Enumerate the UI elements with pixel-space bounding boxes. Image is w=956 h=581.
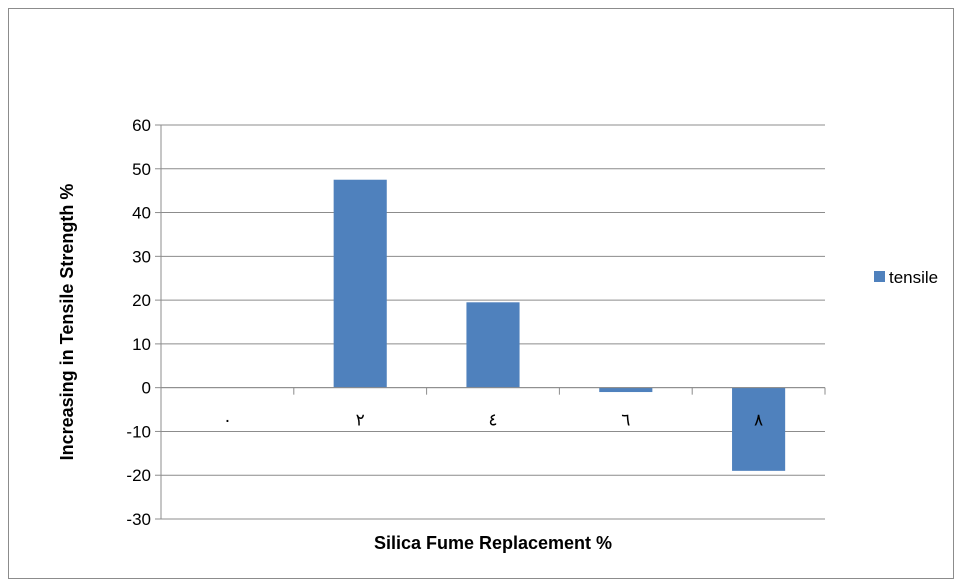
bar-2 bbox=[466, 302, 520, 388]
y-tick-label-8: -20 bbox=[126, 466, 151, 485]
bar-1 bbox=[333, 179, 387, 388]
y-tick-label-0: 60 bbox=[132, 116, 151, 135]
y-tick-label-4: 20 bbox=[132, 291, 151, 310]
y-tick-label-7: -10 bbox=[126, 422, 151, 441]
y-tick-label-2: 40 bbox=[132, 204, 151, 223]
y-tick-label-1: 50 bbox=[132, 160, 151, 179]
x-category-label-2: ٤ bbox=[488, 411, 497, 431]
x-category-labels: ٠ ٢ ٤ ٦ ٨ bbox=[223, 411, 763, 431]
x-category-label-4: ٨ bbox=[754, 411, 763, 431]
axes bbox=[155, 124, 826, 520]
y-tick-label-9: -30 bbox=[126, 510, 151, 529]
legend-swatch-tensile bbox=[874, 271, 885, 282]
bars bbox=[333, 179, 786, 471]
y-tick-label-5: 10 bbox=[132, 335, 151, 354]
bar-chart: 60 50 40 30 20 10 0 -10 -20 -30 ٠ ٢ ٤ ٦ ٨ Increasing … bbox=[57, 116, 938, 553]
legend-label-tensile: tensile bbox=[889, 268, 938, 287]
x-category-label-3: ٦ bbox=[621, 411, 630, 431]
x-category-label-0: ٠ bbox=[223, 411, 232, 431]
bar-3 bbox=[599, 387, 653, 393]
y-tick-labels: 60 50 40 30 20 10 0 -10 -20 -30 bbox=[126, 116, 151, 529]
y-axis-title: Increasing in Tensile Strength % bbox=[57, 184, 77, 461]
bar-4 bbox=[732, 387, 786, 471]
y-tick-label-3: 30 bbox=[132, 247, 151, 266]
x-axis-title: Silica Fume Replacement % bbox=[374, 533, 612, 553]
chart-frame: 60 50 40 30 20 10 0 -10 -20 -30 ٠ ٢ ٤ ٦ ٨ Increasing … bbox=[8, 8, 954, 579]
y-tick-label-6: 0 bbox=[142, 379, 151, 398]
legend: tensile bbox=[874, 268, 938, 287]
x-category-label-1: ٢ bbox=[356, 411, 365, 431]
